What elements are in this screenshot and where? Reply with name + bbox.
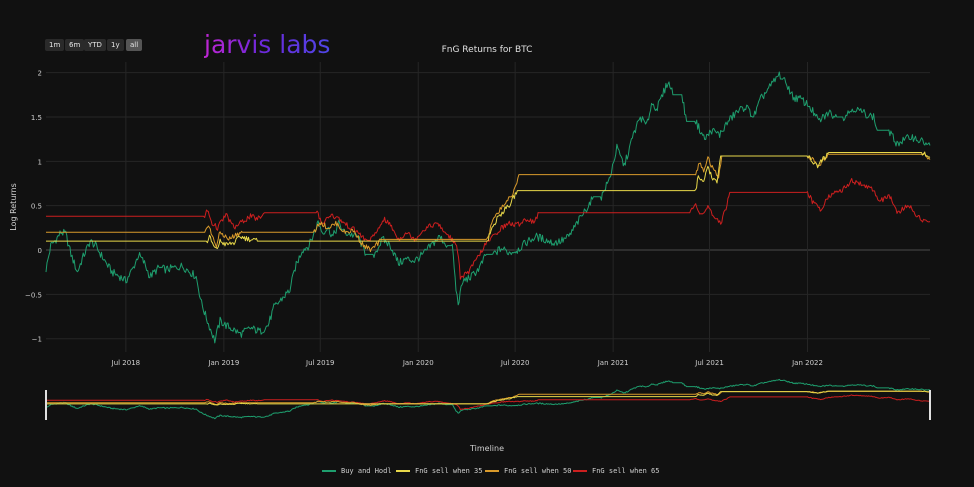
watermark-logo: jarvis labs bbox=[204, 30, 331, 59]
range-button-1m[interactable]: 1m bbox=[45, 39, 65, 51]
y-axis-ticks: 2 1.5 1 0.5 0 −0.5 −1 bbox=[25, 70, 42, 344]
range-button-all[interactable]: all bbox=[126, 39, 143, 51]
legend-label: FnG sell when 50 bbox=[504, 467, 572, 475]
x-axis-ticks: Jul 2018 Jan 2019 Jul 2019 Jan 2020 Jul 2020… bbox=[111, 359, 823, 367]
range-slider[interactable] bbox=[45, 378, 931, 420]
legend-swatch bbox=[573, 470, 587, 472]
y-tick-label: −1 bbox=[32, 336, 42, 344]
chart-title: FnG Returns for BTC bbox=[442, 45, 533, 55]
x-tick-label: Jan 2021 bbox=[597, 359, 629, 367]
y-tick-label: 1.5 bbox=[31, 114, 42, 122]
x-tick-label: Jul 2020 bbox=[500, 359, 530, 367]
x-tick-label: Jul 2019 bbox=[305, 359, 335, 367]
x-axis-label: Timeline bbox=[469, 444, 504, 453]
y-tick-label: 1 bbox=[38, 158, 42, 166]
grid-lines bbox=[46, 62, 930, 352]
legend-swatch bbox=[396, 470, 410, 472]
range-button-1y[interactable]: 1y bbox=[107, 39, 124, 51]
x-tick-label: Jan 2022 bbox=[791, 359, 823, 367]
y-tick-label: 0.5 bbox=[31, 203, 42, 211]
x-tick-label: Jul 2021 bbox=[694, 359, 724, 367]
plot-area bbox=[45, 71, 931, 344]
legend-label: FnG sell when 65 bbox=[592, 467, 660, 475]
series-line-1 bbox=[46, 151, 931, 250]
rangeslider-series-line-3 bbox=[46, 394, 931, 410]
legend-item-buy-and-hodl[interactable]: Buy and Hodl bbox=[322, 466, 392, 476]
series-line-3 bbox=[46, 178, 931, 280]
range-button-ytd[interactable]: YTD bbox=[84, 39, 106, 51]
series-line-0 bbox=[45, 71, 931, 344]
legend-item-fng-35[interactable]: FnG sell when 35 bbox=[396, 466, 482, 476]
legend-swatch bbox=[485, 470, 499, 472]
series-line-2 bbox=[46, 152, 931, 253]
y-tick-label: −0.5 bbox=[25, 291, 42, 299]
legend-item-fng-50[interactable]: FnG sell when 50 bbox=[485, 466, 571, 476]
rangeslider-series-line-1 bbox=[46, 390, 931, 406]
y-tick-label: 0 bbox=[38, 247, 42, 255]
x-tick-label: Jul 2018 bbox=[111, 359, 141, 367]
y-axis-label: Log Returns bbox=[9, 183, 18, 231]
legend-label: FnG sell when 35 bbox=[415, 467, 483, 475]
rangeslider-series-line-0 bbox=[45, 378, 931, 420]
y-tick-label: 2 bbox=[38, 70, 42, 78]
range-button-6m[interactable]: 6m bbox=[65, 39, 85, 51]
legend-swatch bbox=[322, 470, 336, 472]
legend-item-fng-65[interactable]: FnG sell when 65 bbox=[573, 466, 659, 476]
legend-label: Buy and Hodl bbox=[341, 467, 392, 475]
x-tick-label: Jan 2019 bbox=[207, 359, 239, 367]
x-tick-label: Jan 2020 bbox=[402, 359, 434, 367]
